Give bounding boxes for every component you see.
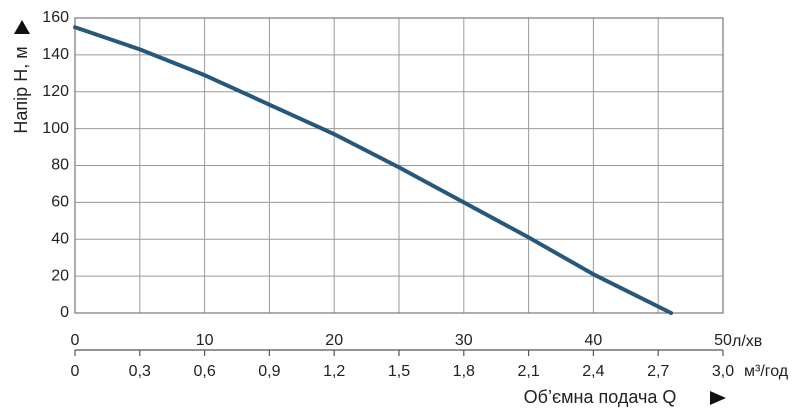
x-tick-label: 30 <box>455 332 473 349</box>
x2-tick-label: 0,6 <box>193 363 215 380</box>
x-tick-label: 40 <box>585 332 603 349</box>
plot-frame <box>74 17 724 314</box>
y-tick-label: 20 <box>51 267 69 284</box>
y-tick-label: 120 <box>42 83 69 100</box>
y-tick-label: 60 <box>51 194 69 211</box>
x-tick-label: 0 <box>71 332 80 349</box>
x-tick-label: 50 <box>714 332 732 349</box>
x-arrow <box>710 391 726 405</box>
x2-tick-label: 0 <box>71 363 80 380</box>
x2-unit: м³/год <box>744 363 789 380</box>
x-tick-label: 10 <box>196 332 214 349</box>
x2-tick-label: 1,5 <box>388 363 410 380</box>
x-tick-label: 20 <box>325 332 343 349</box>
y-tick-label: 140 <box>42 46 69 63</box>
y-tick-label: 80 <box>51 157 69 174</box>
curve <box>73 25 674 315</box>
x2-tick-label: 3,0 <box>712 363 734 380</box>
y-tick-label: 0 <box>60 304 69 321</box>
y-tick-label: 100 <box>42 120 69 137</box>
x2-tick-label: 0,9 <box>258 363 280 380</box>
x-axis-title: Об’ємна подача Q <box>524 387 677 407</box>
x2-tick-label: 1,2 <box>323 363 345 380</box>
y-arrow <box>14 20 30 34</box>
x2-tick-label: 1,8 <box>453 363 475 380</box>
y-tick-label: 40 <box>51 230 69 247</box>
x2-tick-label: 2,7 <box>647 363 669 380</box>
x2-tick-label: 2,1 <box>517 363 539 380</box>
y-tick-label: 160 <box>42 9 69 26</box>
x2-tick-label: 0,3 <box>129 363 151 380</box>
y-axis-title: Напір H, м <box>11 46 31 133</box>
x2-tick-label: 2,4 <box>582 363 604 380</box>
x-unit: л/хв <box>732 333 762 350</box>
